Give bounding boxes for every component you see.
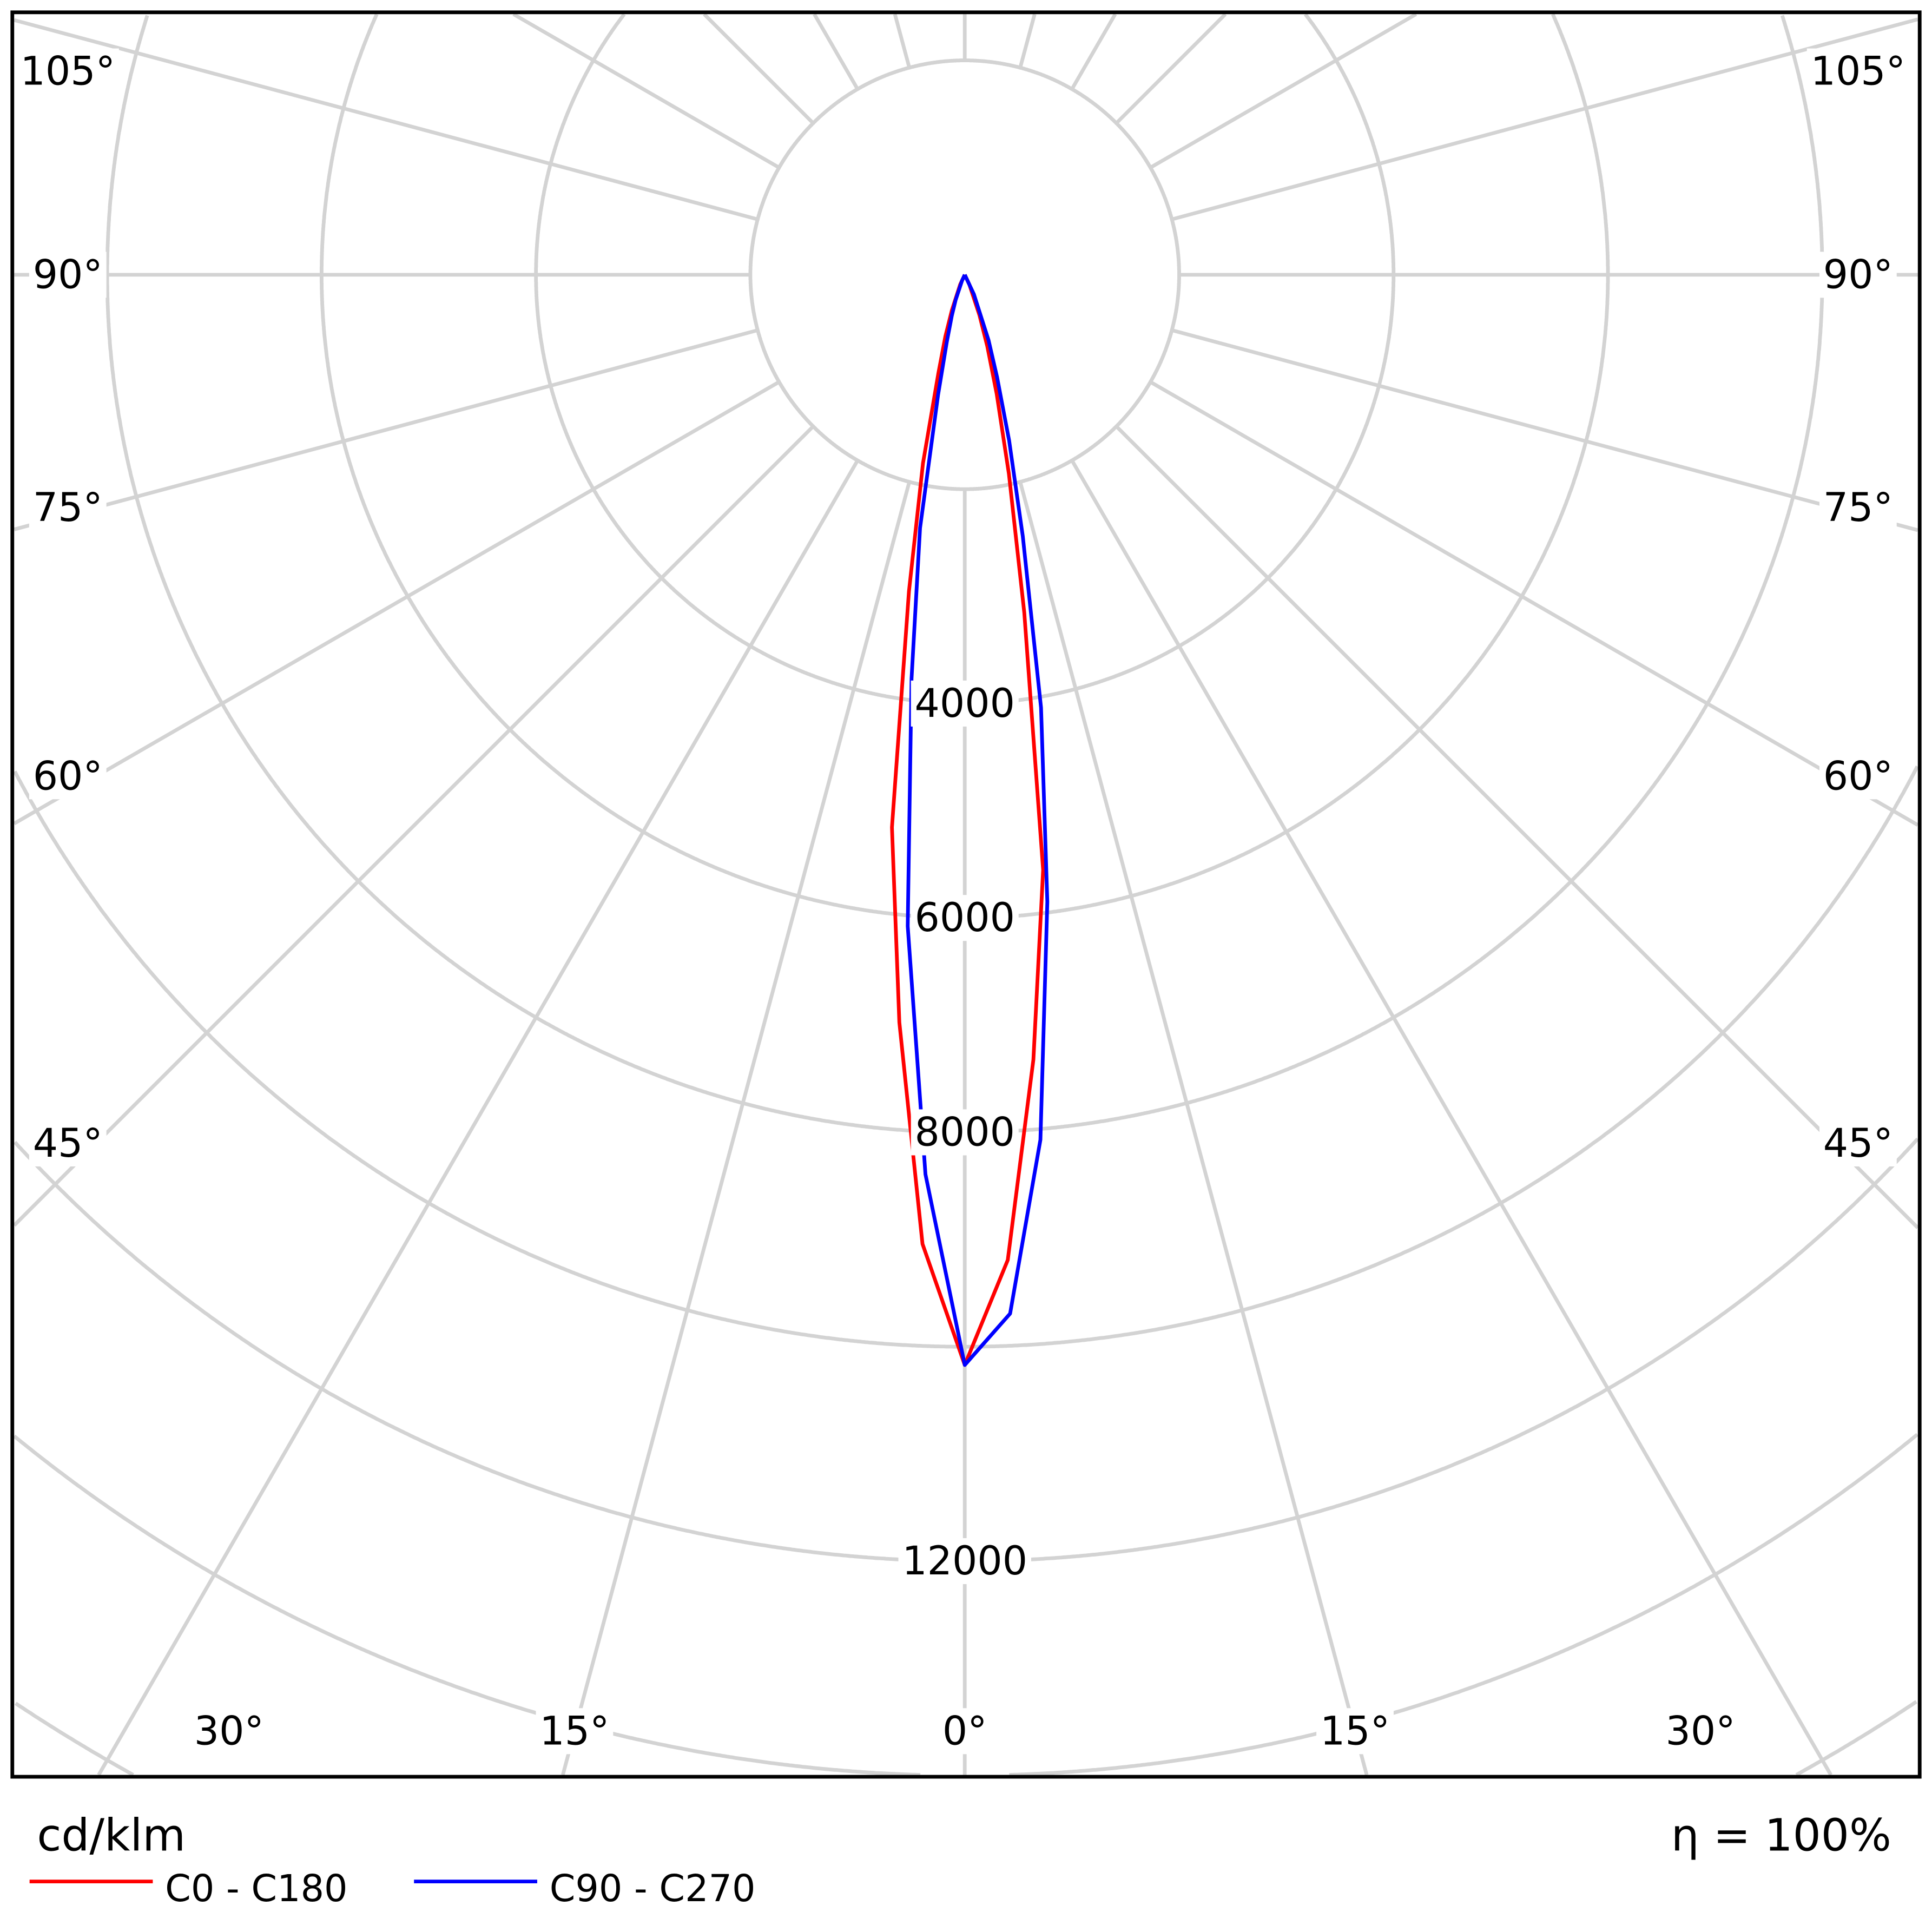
angle-label-left-90-group: 90°	[29, 252, 107, 298]
unit-label: cd/klm	[37, 1810, 186, 1862]
angle-label-right-105-group: 105°	[1806, 48, 1909, 95]
radial-tick-label-6000-group: 6000	[911, 895, 1019, 941]
angle-label-left-75-bg	[29, 484, 107, 531]
angle-label-bottom-0-group: 0°	[938, 1708, 991, 1755]
angle-label-left-60-group: 60°	[29, 753, 107, 800]
angle-label-left-105: 105°	[21, 49, 116, 95]
angle-label-bottom--15: 15°	[539, 1708, 609, 1754]
angle-label-right-90: 90°	[1823, 252, 1893, 298]
grid-spoke-75	[1171, 328, 1918, 532]
angle-label-bottom-30: 30°	[1666, 1708, 1736, 1754]
series-line-1	[906, 274, 1050, 1367]
angle-label-right-60-group: 60°	[1819, 753, 1897, 800]
grid-spoke-120	[1149, 12, 1417, 169]
angle-label-left-90: 90°	[33, 252, 103, 298]
grid-ring-16000	[14, 1700, 1917, 1777]
grid-spoke-165	[1018, 14, 1037, 68]
grid-ring-6000	[319, 13, 1610, 920]
radial-tick-label-12000-bg	[898, 1538, 1031, 1584]
series-line-0	[890, 274, 1045, 1367]
radial-tick-label-4000-group: 4000	[911, 680, 1019, 727]
grid-spoke-330	[97, 459, 860, 1776]
grid-spoke-210	[813, 13, 860, 90]
radial-tick-label-12000: 12000	[902, 1538, 1027, 1584]
grid-spoke-225	[703, 12, 815, 125]
angle-label-right-45-bg	[1819, 1120, 1897, 1166]
angle-label-bottom-15: 15°	[1320, 1708, 1390, 1754]
grid-ring-14000	[13, 1433, 1919, 1777]
angle-label-left-105-bg	[16, 48, 119, 95]
radial-tick-label-4000: 4000	[915, 681, 1015, 727]
angle-label-left-45-group: 45°	[29, 1120, 107, 1166]
angle-label-bottom-30-bg	[1661, 1708, 1739, 1755]
angle-label-left-75: 75°	[33, 485, 103, 531]
grid-spoke-195	[893, 14, 912, 68]
radial-tick-label-8000-bg	[911, 1109, 1019, 1156]
angle-label-right-45-group: 45°	[1819, 1120, 1897, 1166]
grid-spoke-30	[1070, 459, 1832, 1776]
legend-label-c90-c270: C90 - C270	[550, 1868, 756, 1910]
radial-tick-label-6000-bg	[911, 895, 1019, 941]
angle-label-bottom-30-group: 30°	[1661, 1708, 1739, 1755]
legend: C0 - C180 C90 - C270	[29, 1868, 756, 1910]
angle-label-left-90-bg	[29, 252, 107, 298]
angle-label-bottom--15-bg	[536, 1708, 614, 1755]
angle-label-right-60-bg	[1819, 753, 1897, 800]
angle-label-bottom-15-bg	[1316, 1708, 1394, 1755]
legend-label-c0-c180: C0 - C180	[165, 1868, 347, 1910]
angle-label-left-45-bg	[29, 1120, 107, 1166]
radial-tick-label-8000-group: 8000	[911, 1109, 1019, 1156]
angle-label-right-90-group: 90°	[1819, 252, 1897, 298]
angle-label-left-45: 45°	[33, 1120, 103, 1166]
angle-label-left-60-bg	[29, 753, 107, 800]
curves	[890, 274, 1050, 1367]
grid-spoke-135	[1115, 12, 1227, 125]
angle-label-right-75-group: 75°	[1819, 484, 1897, 531]
angle-label-right-90-bg	[1819, 252, 1897, 298]
polar-grid	[12, 12, 1920, 1777]
grid-spoke-255	[14, 18, 759, 221]
grid-spoke-300	[13, 380, 780, 826]
angle-label-bottom--30: 30°	[194, 1708, 264, 1754]
grid-spoke-45	[1115, 425, 1920, 1229]
angle-label-right-75: 75°	[1823, 485, 1893, 531]
grid-spoke-105	[1171, 17, 1918, 221]
grid-ring-10000	[13, 766, 1919, 1349]
angle-label-left-75-group: 75°	[29, 484, 107, 531]
angle-label-bottom-0: 0°	[942, 1708, 987, 1754]
angle-label-right-45: 45°	[1823, 1120, 1893, 1166]
radial-tick-label-4000-bg	[911, 680, 1019, 727]
radial-tick-label-6000: 6000	[915, 895, 1015, 941]
efficiency-label: η = 100%	[1671, 1810, 1891, 1862]
axis-labels: 4000 6000 8000 12000 30° 15° 0° 15° 30° 45° 45° 60°…	[16, 48, 1909, 1755]
grid-spoke-150	[1070, 13, 1117, 90]
grid-ring-4000	[534, 13, 1396, 705]
radial-tick-label-8000: 8000	[915, 1109, 1015, 1155]
plot-frame	[10, 10, 1922, 1779]
angle-label-left-60: 60°	[33, 753, 103, 799]
grid-ring-12000	[14, 1137, 1920, 1563]
angle-label-right-60: 60°	[1823, 753, 1893, 799]
angle-label-right-105-bg	[1806, 48, 1909, 95]
radial-tick-label-12000-group: 12000	[898, 1538, 1031, 1584]
grid-spoke-345	[561, 481, 912, 1776]
grid-spoke-240	[512, 12, 780, 169]
grid-spoke-60	[1149, 380, 1919, 827]
angle-label-right-75-bg	[1819, 484, 1897, 531]
angle-label-bottom--30-group: 30°	[190, 1708, 268, 1755]
grid-spoke-315	[12, 425, 815, 1227]
angle-label-bottom-0-bg	[938, 1708, 991, 1755]
angle-label-right-105: 105°	[1811, 49, 1906, 95]
angle-label-bottom--30-bg	[190, 1708, 268, 1755]
angle-label-left-105-group: 105°	[16, 48, 119, 95]
angle-label-bottom--15-group: 15°	[536, 1708, 614, 1755]
grid-spoke-15	[1018, 481, 1369, 1776]
grid-spoke-285	[14, 328, 759, 531]
angle-label-bottom-15-group: 15°	[1316, 1708, 1394, 1755]
